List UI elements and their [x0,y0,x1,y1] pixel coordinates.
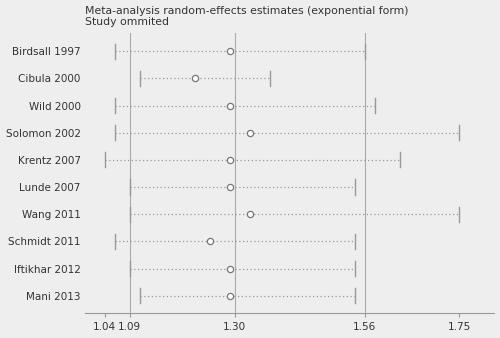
Text: Meta-analysis random-effects estimates (exponential form)
Study ommited: Meta-analysis random-effects estimates (… [84,5,408,27]
